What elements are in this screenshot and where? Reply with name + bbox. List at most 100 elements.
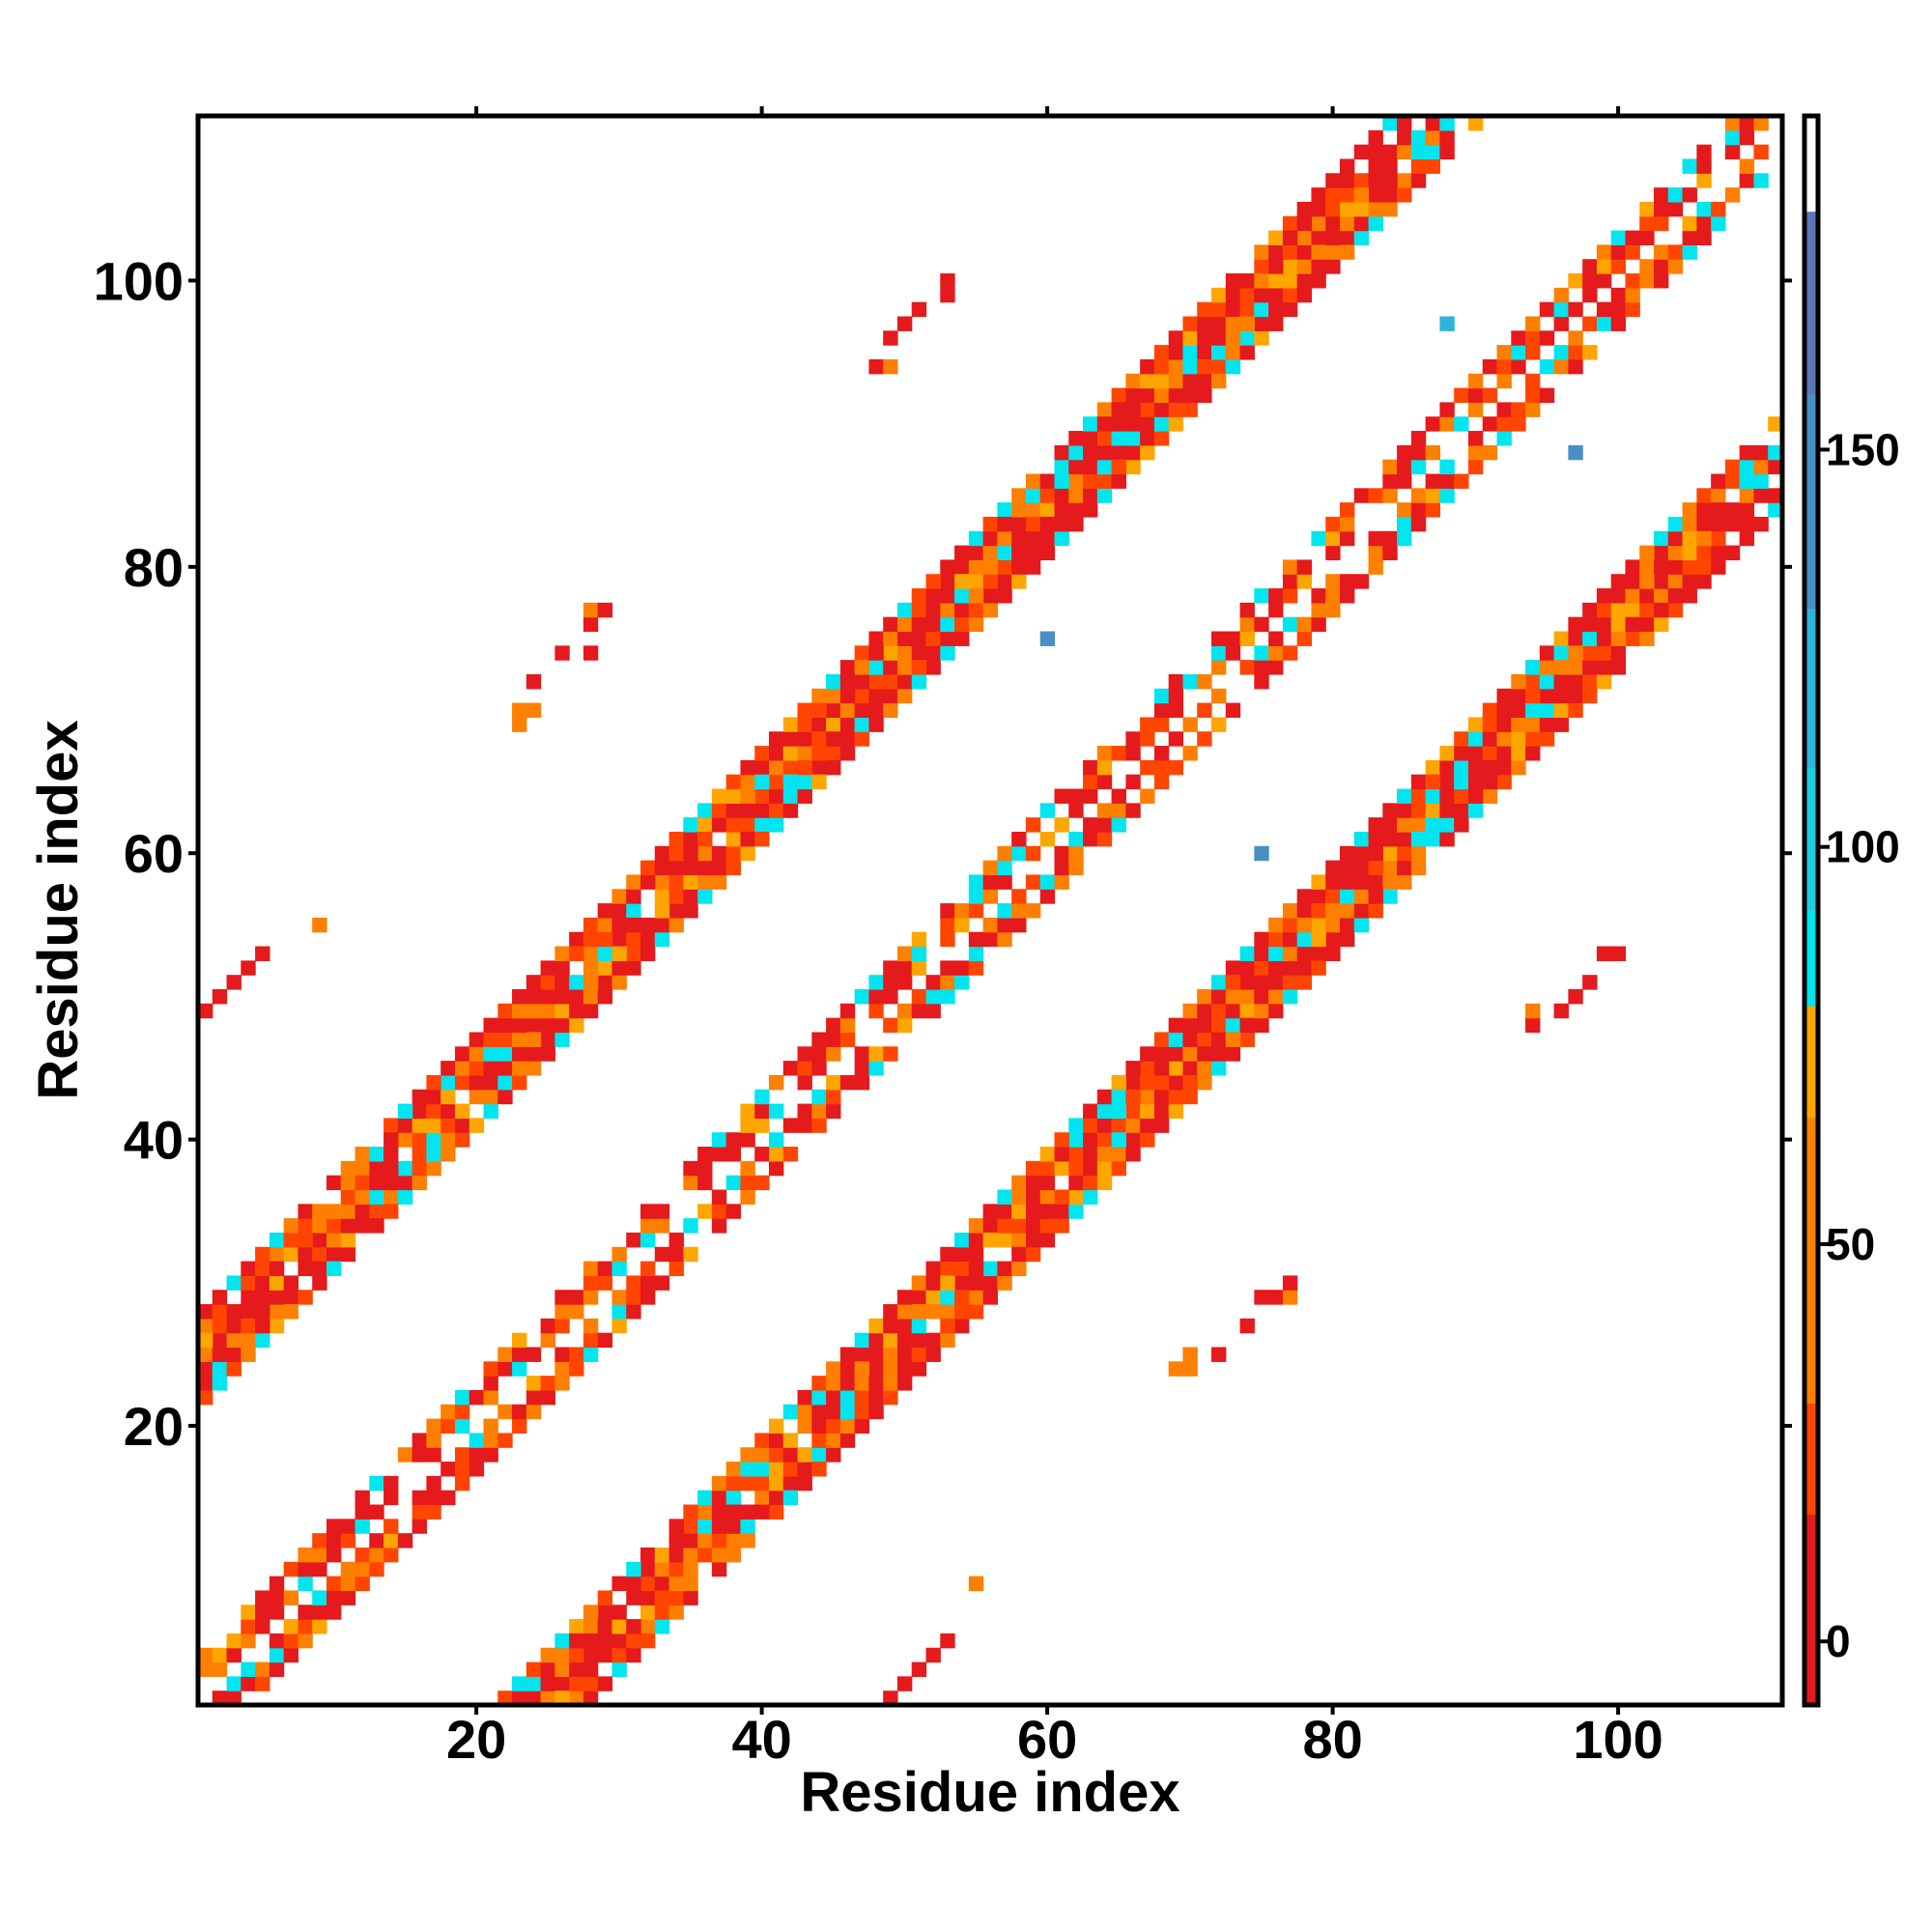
heatmap-cell: [1125, 387, 1141, 403]
heatmap-cell: [1083, 502, 1098, 518]
heatmap-cell: [355, 1547, 370, 1563]
x-tick-label: 20: [446, 1709, 506, 1770]
heatmap-cell: [1111, 431, 1126, 446]
heatmap-cell: [1439, 144, 1455, 160]
heatmap-cell: [1610, 631, 1627, 646]
heatmap-cell: [255, 1246, 270, 1263]
heatmap-cell: [554, 1690, 570, 1706]
heatmap-cell: [1724, 516, 1741, 532]
heatmap-cell: [298, 1246, 313, 1263]
heatmap-cell: [554, 645, 570, 661]
heatmap-cell: [754, 774, 770, 790]
heatmap-cell: [1425, 502, 1440, 518]
heatmap-cell: [1125, 731, 1141, 747]
heatmap-cell: [1153, 1046, 1170, 1062]
heatmap-cell: [1511, 673, 1526, 690]
heatmap-cell: [369, 1204, 384, 1219]
heatmap-cell: [1025, 473, 1041, 489]
heatmap-cell: [797, 1404, 812, 1420]
heatmap-cell: [1168, 358, 1184, 375]
heatmap-cell: [725, 1132, 742, 1148]
heatmap-cell: [1553, 287, 1569, 303]
heatmap-cell: [811, 1389, 827, 1406]
plot-frame: [195, 113, 1785, 1708]
heatmap-cell: [1339, 588, 1355, 604]
heatmap-cell: [597, 1605, 613, 1620]
heatmap-cell: [640, 860, 656, 876]
heatmap-cell: [1225, 358, 1241, 375]
heatmap-cell: [597, 946, 613, 961]
heatmap-cell: [355, 1175, 370, 1191]
heatmap-cell: [1753, 116, 1769, 131]
heatmap-cell: [1596, 301, 1612, 318]
heatmap-cell: [611, 889, 627, 904]
heatmap-cell: [1696, 215, 1712, 232]
heatmap-cell: [1696, 516, 1712, 532]
heatmap-cell: [1025, 1189, 1041, 1205]
heatmap-cell: [1153, 774, 1170, 790]
heatmap-cell: [454, 1132, 470, 1148]
heatmap-cell: [440, 1490, 456, 1506]
heatmap-cell: [1182, 316, 1198, 331]
heatmap-cell: [1054, 845, 1069, 862]
x-tick-label: 60: [1017, 1709, 1077, 1770]
heatmap-cell: [1153, 358, 1170, 375]
heatmap-cell: [1153, 759, 1170, 776]
heatmap-cell: [1696, 502, 1712, 518]
heatmap-cell: [754, 1447, 770, 1463]
heatmap-cell: [1353, 173, 1370, 188]
heatmap-cell: [1353, 917, 1370, 933]
heatmap-cell: [1039, 530, 1056, 547]
heatmap-cell: [1353, 874, 1370, 890]
heatmap-cell: [1011, 1175, 1027, 1191]
heatmap-cell: [826, 1089, 841, 1105]
heatmap-cell: [384, 1160, 399, 1177]
heatmap-cell: [1696, 559, 1712, 575]
heatmap-cell: [911, 1347, 927, 1362]
heatmap-cell: [1568, 989, 1583, 1005]
heatmap-cell: [1111, 473, 1126, 489]
heatmap-cell: [1197, 387, 1212, 403]
heatmap-cell: [982, 917, 998, 933]
heatmap-cell: [997, 516, 1012, 532]
heatmap-cell: [1025, 1175, 1041, 1191]
heatmap-cell: [582, 1003, 599, 1019]
heatmap-cell: [1610, 660, 1627, 675]
heatmap-cell: [1582, 345, 1598, 360]
heatmap-cell: [1311, 602, 1326, 618]
heatmap-cell: [1125, 416, 1141, 432]
heatmap-cell: [312, 1619, 327, 1634]
heatmap-cell: [1339, 173, 1355, 188]
heatmap-cell: [1325, 244, 1341, 260]
heatmap-cell: [1025, 1160, 1041, 1177]
heatmap-cell: [1482, 774, 1498, 790]
heatmap-cell: [497, 1690, 513, 1706]
heatmap-cell: [412, 1147, 427, 1162]
heatmap-cell: [1439, 788, 1455, 804]
heatmap-cell: [1182, 1032, 1198, 1047]
heatmap-cell: [1753, 444, 1769, 461]
heatmap-cell: [1639, 545, 1655, 561]
heatmap-cell: [1168, 688, 1184, 704]
heatmap-cell: [241, 1676, 256, 1691]
heatmap-cell: [1140, 373, 1155, 389]
heatmap-cell: [1096, 774, 1113, 790]
heatmap-cell: [1182, 1361, 1198, 1377]
heatmap-cell: [954, 1232, 970, 1248]
heatmap-cell: [1054, 459, 1069, 475]
heatmap-cell: [883, 645, 898, 661]
heatmap-cell: [768, 1475, 784, 1492]
heatmap-cell: [1753, 173, 1769, 188]
heatmap-cell: [298, 1576, 313, 1592]
heatmap-cell: [1168, 1032, 1184, 1047]
heatmap-cell: [811, 774, 827, 790]
heatmap-cell: [597, 931, 613, 948]
heatmap-cell: [384, 1533, 399, 1548]
heatmap-cell: [1254, 931, 1269, 948]
heatmap-cell: [982, 889, 998, 904]
heatmap-cell: [1282, 1290, 1298, 1305]
heatmap-cell: [340, 1246, 356, 1263]
heatmap-cell: [654, 1275, 670, 1291]
heatmap-cell: [483, 1433, 498, 1448]
heatmap-cell: [811, 688, 827, 704]
